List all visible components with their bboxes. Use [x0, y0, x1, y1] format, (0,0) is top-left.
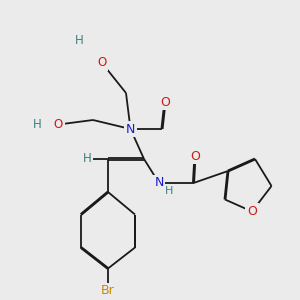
Text: O: O [190, 149, 200, 163]
Text: H: H [75, 34, 84, 47]
Text: O: O [54, 118, 63, 131]
Text: H: H [33, 118, 42, 131]
Text: N: N [126, 122, 135, 136]
Text: O: O [98, 56, 106, 70]
Text: N: N [154, 176, 164, 190]
Text: H: H [82, 152, 91, 166]
Text: O: O [160, 95, 170, 109]
Text: O: O [247, 205, 257, 218]
Text: H: H [165, 185, 174, 196]
Text: Br: Br [101, 284, 115, 298]
